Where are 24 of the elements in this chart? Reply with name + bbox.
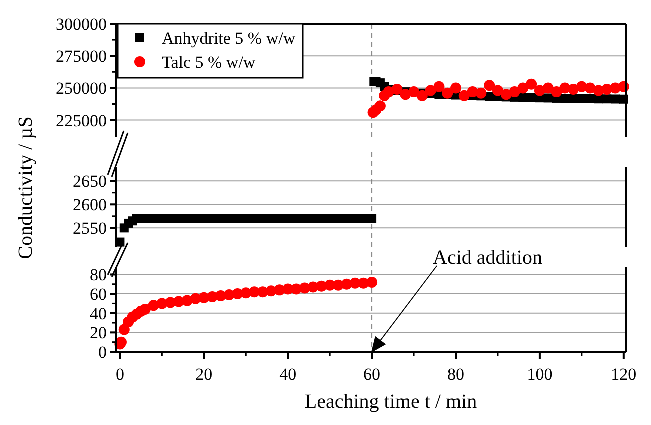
y-tick-label: 60 <box>90 284 107 304</box>
x-axis-title: Leaching time t / min <box>304 391 478 413</box>
y-tick-label: 2550 <box>73 219 107 238</box>
y-tick-label: 40 <box>90 304 107 324</box>
y-tick-label: 275000 <box>56 47 107 66</box>
y-tick-label: 250000 <box>56 79 107 98</box>
legend-label: Talc 5 % w/w <box>162 52 256 72</box>
y-axis-title: Conductivity / µS <box>15 116 37 260</box>
y-tick-label: 0 <box>98 342 107 362</box>
y-tick-label: 20 <box>90 324 107 343</box>
y-tick-label: 225000 <box>56 111 107 130</box>
x-tick-label: 120 <box>611 365 637 384</box>
x-tick-label: 0 <box>116 365 124 384</box>
y-tick-label: 80 <box>90 266 107 285</box>
x-tick-label: 80 <box>448 365 464 384</box>
x-tick-label: 60 <box>364 365 381 384</box>
annotation: Acid addition <box>433 247 542 269</box>
y-tick-label: 2650 <box>73 172 107 192</box>
y-tick-label: 300000 <box>56 14 107 34</box>
x-tick-label: 20 <box>196 365 213 384</box>
x-tick-label: 40 <box>280 365 297 384</box>
y-tick-label: 2600 <box>73 196 107 215</box>
legend-label: Anhydrite 5 % w/w <box>162 28 296 48</box>
x-tick-label: 100 <box>527 365 553 384</box>
